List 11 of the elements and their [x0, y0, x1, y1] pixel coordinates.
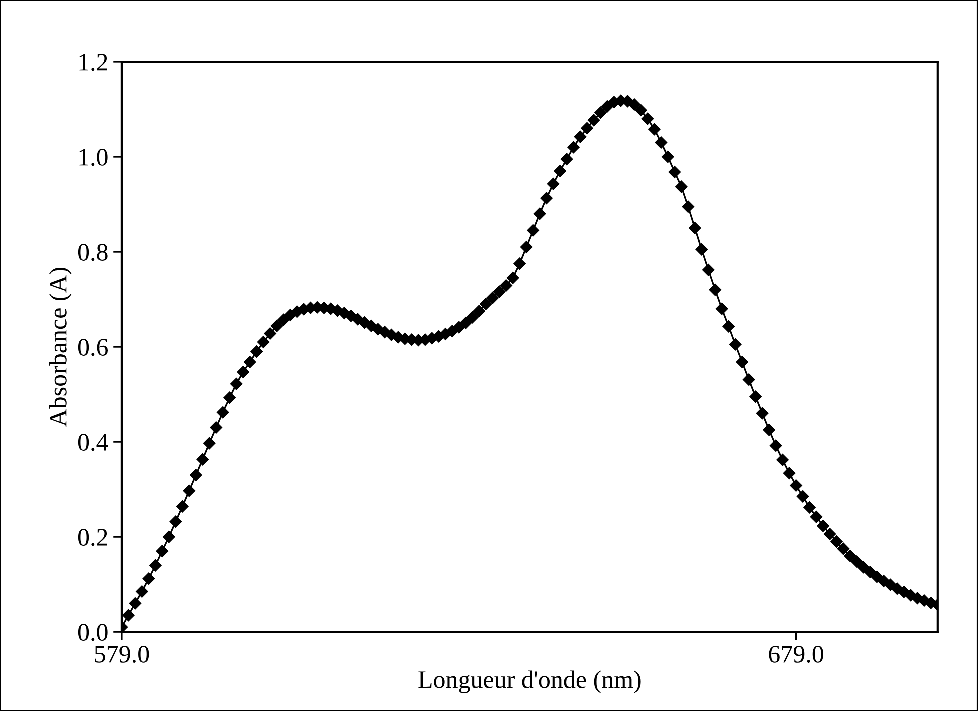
y-tick-label: 1.0: [80, 149, 108, 166]
y-tick-label: 0.6: [78, 339, 108, 356]
y-axis-title: Absorbance (A): [49, 268, 72, 427]
y-tick-label: 0.0: [78, 624, 108, 642]
x-axis-title: Longueur d'onde (nm): [418, 670, 641, 694]
x-tick-label: 579.0: [95, 646, 150, 663]
y-tick-label: 1.2: [80, 54, 108, 72]
y-tick-label: 0.4: [78, 434, 108, 452]
y-tick-label: 0.2: [78, 529, 108, 546]
x-tick-label: 679.0: [769, 646, 824, 663]
y-tick-label: 0.8: [78, 244, 108, 262]
